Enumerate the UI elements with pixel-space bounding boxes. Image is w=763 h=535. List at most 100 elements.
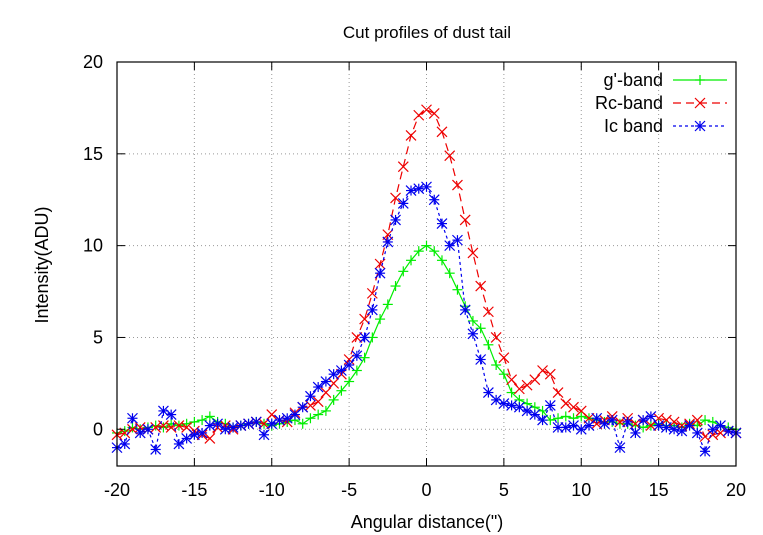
data-point bbox=[212, 418, 224, 430]
data-point bbox=[328, 394, 339, 405]
data-point bbox=[459, 304, 471, 316]
data-point bbox=[227, 422, 239, 433]
data-point bbox=[405, 130, 417, 141]
x-tick-label: 10 bbox=[571, 480, 591, 500]
data-point bbox=[583, 420, 595, 432]
data-point bbox=[413, 109, 425, 121]
data-point bbox=[406, 255, 417, 266]
data-point bbox=[475, 323, 486, 334]
data-point bbox=[359, 332, 371, 343]
data-point bbox=[197, 415, 208, 426]
data-point bbox=[397, 197, 409, 209]
legend-entry-0: g'-band bbox=[604, 70, 727, 90]
data-point bbox=[660, 422, 672, 433]
data-point bbox=[537, 414, 548, 426]
data-point bbox=[444, 268, 455, 279]
data-point bbox=[312, 396, 324, 408]
y-tick-label: 5 bbox=[93, 327, 103, 347]
legend-marker bbox=[695, 75, 705, 85]
data-point bbox=[390, 214, 401, 226]
data-point bbox=[653, 420, 665, 432]
data-point bbox=[390, 281, 401, 292]
x-tick-label: -15 bbox=[181, 480, 207, 500]
data-point bbox=[413, 183, 425, 195]
data-point bbox=[467, 315, 478, 326]
data-point bbox=[552, 387, 564, 398]
data-point bbox=[250, 416, 262, 428]
data-point bbox=[204, 411, 215, 422]
x-tick-label: 0 bbox=[421, 480, 431, 500]
data-point bbox=[482, 306, 494, 318]
data-point bbox=[691, 427, 703, 439]
data-point bbox=[188, 429, 200, 441]
data-point bbox=[374, 267, 386, 279]
y-tick-label: 0 bbox=[93, 419, 103, 439]
data-point bbox=[351, 365, 362, 376]
data-point bbox=[622, 416, 634, 428]
legend-entry-1: Rc-band bbox=[595, 93, 727, 113]
data-point bbox=[421, 181, 432, 193]
legend-label: g'-band bbox=[604, 70, 663, 90]
axis-ticks: -20 -15 -10 -5 0 5 10 15 20 0 5 10 15 20 bbox=[83, 52, 746, 500]
data-point bbox=[676, 425, 688, 437]
data-point bbox=[305, 413, 316, 424]
data-point bbox=[452, 284, 463, 295]
x-tick-label: -10 bbox=[259, 480, 285, 500]
data-point bbox=[436, 255, 447, 266]
data-point bbox=[483, 339, 494, 350]
y-tick-label: 15 bbox=[83, 144, 103, 164]
legend-marker bbox=[694, 120, 706, 132]
chart-title: Cut profiles of dust tail bbox=[343, 23, 511, 42]
data-point bbox=[335, 365, 347, 376]
data-point bbox=[498, 369, 509, 380]
data-point bbox=[428, 194, 440, 206]
data-point bbox=[629, 427, 641, 439]
data-point bbox=[475, 280, 487, 292]
data-point bbox=[359, 313, 371, 325]
data-point bbox=[305, 390, 316, 402]
data-point bbox=[189, 416, 200, 427]
data-point bbox=[467, 247, 479, 259]
data-point bbox=[506, 374, 518, 386]
data-point bbox=[429, 246, 440, 257]
data-point bbox=[560, 398, 572, 409]
data-point bbox=[521, 379, 533, 391]
data-point bbox=[513, 383, 525, 395]
data-point bbox=[428, 107, 440, 119]
data-point bbox=[475, 354, 487, 365]
data-point bbox=[204, 420, 216, 432]
data-point bbox=[165, 409, 177, 421]
data-point bbox=[553, 413, 564, 424]
data-point bbox=[413, 246, 424, 257]
data-point bbox=[560, 422, 572, 433]
series-line-0 bbox=[116, 244, 737, 434]
x-tick-label: 20 bbox=[726, 480, 746, 500]
data-point bbox=[668, 423, 680, 435]
data-point bbox=[544, 399, 556, 411]
data-point bbox=[390, 192, 401, 204]
data-point bbox=[312, 381, 324, 393]
data-point bbox=[235, 420, 247, 432]
data-point bbox=[691, 414, 703, 426]
data-point bbox=[537, 365, 548, 376]
data-point bbox=[119, 438, 131, 450]
data-point bbox=[452, 179, 463, 191]
data-point bbox=[459, 214, 471, 226]
data-point bbox=[297, 401, 309, 413]
x-tick-label: 15 bbox=[649, 480, 669, 500]
data-point bbox=[444, 150, 456, 162]
data-point bbox=[366, 304, 378, 316]
data-point bbox=[421, 104, 432, 116]
data-point bbox=[405, 185, 417, 196]
data-point bbox=[452, 234, 463, 246]
data-point bbox=[529, 374, 541, 386]
data-point bbox=[274, 414, 285, 426]
y-tick-label: 10 bbox=[83, 236, 103, 256]
series-group bbox=[111, 104, 742, 457]
data-point bbox=[258, 429, 270, 441]
data-point bbox=[374, 258, 386, 270]
data-point bbox=[699, 445, 711, 457]
data-point bbox=[436, 126, 448, 138]
